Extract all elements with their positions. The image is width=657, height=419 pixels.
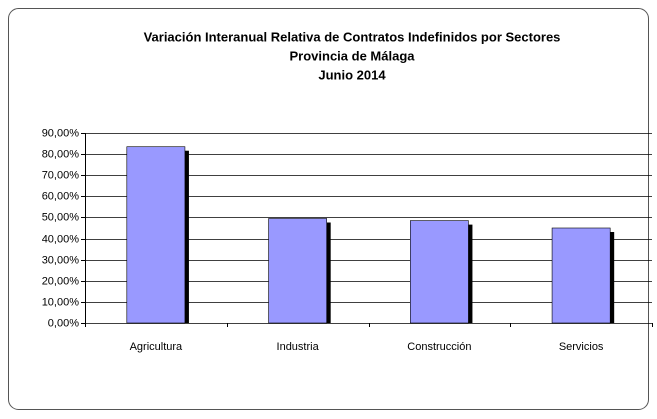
y-tick-label: 40,00% xyxy=(42,233,80,245)
y-tick-label: 60,00% xyxy=(42,190,80,202)
x-tick-label: Construcción xyxy=(407,341,471,353)
chart-title: Provincia de Málaga xyxy=(290,48,416,63)
x-tick-label: Servicios xyxy=(559,341,604,353)
chart-title: Junio 2014 xyxy=(318,67,386,82)
x-tick-label: Agricultura xyxy=(130,341,183,353)
bar xyxy=(126,146,186,324)
y-tick-label: 30,00% xyxy=(42,254,80,266)
chart-title: Variación Interanual Relativa de Contrat… xyxy=(144,29,561,44)
y-tick-label: 20,00% xyxy=(42,275,80,287)
bar xyxy=(410,220,469,324)
bar xyxy=(551,227,611,324)
bar xyxy=(268,218,327,324)
y-tick-label: 10,00% xyxy=(42,296,80,308)
y-tick-label: 70,00% xyxy=(42,169,80,181)
y-tick-label: 80,00% xyxy=(42,148,80,160)
y-tick-label: 90,00% xyxy=(42,127,80,139)
x-tick-label: Industria xyxy=(277,341,320,353)
y-tick-label: 50,00% xyxy=(42,211,80,223)
y-tick-label: 0,00% xyxy=(48,317,79,329)
